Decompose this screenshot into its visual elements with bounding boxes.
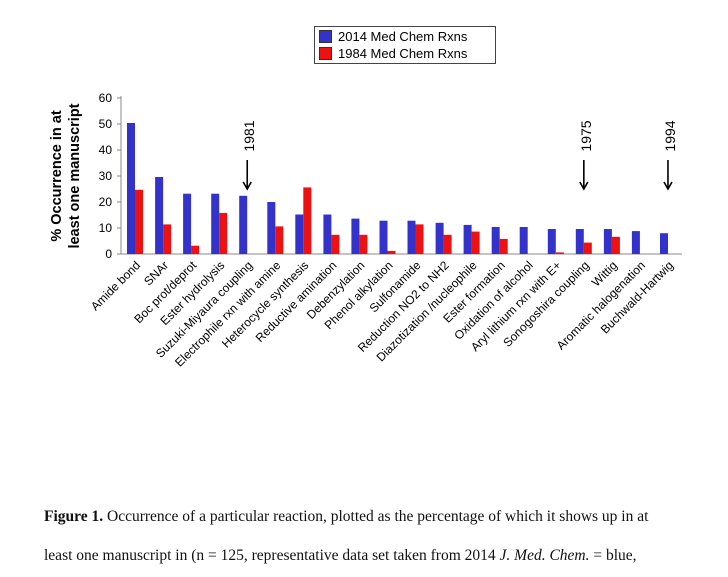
- bar-s0-19: [660, 233, 668, 254]
- bar-s0-17: [603, 229, 612, 254]
- bar-s1-10: [415, 224, 424, 254]
- chart-legend: 2014 Med Chem Rxns 1984 Med Chem Rxns: [314, 26, 496, 64]
- caption-text-1: Occurrence of a particular reaction, plo…: [107, 508, 649, 525]
- bar-s1-16: [583, 242, 592, 254]
- bar-s0-18: [631, 231, 640, 254]
- bar-s1-12: [471, 231, 480, 254]
- bar-s0-8: [351, 218, 360, 254]
- y-tick-label-6: 60: [99, 91, 113, 105]
- bar-s1-3: [219, 212, 228, 254]
- chart-bars: [127, 123, 668, 254]
- figure-label: Figure 1.: [44, 508, 104, 525]
- bar-s1-5: [275, 226, 284, 254]
- bar-s1-6: [303, 187, 312, 254]
- y-axis-label-line2: least one manuscript: [67, 103, 83, 248]
- bar-s1-2: [191, 245, 200, 254]
- y-tick-label-1: 10: [99, 221, 113, 235]
- bar-s0-6: [295, 214, 304, 254]
- bar-s0-15: [547, 229, 556, 254]
- caption-text-2a: least one manuscript in (n = 125, repres…: [44, 547, 500, 564]
- y-axis-label-line1: % Occurrence in at: [49, 110, 65, 242]
- legend-entry-1984: 1984 Med Chem Rxns: [315, 45, 495, 61]
- figure-caption-line1: Figure 1. Occurrence of a particular rea…: [44, 508, 714, 527]
- y-tick-label-0: 0: [105, 247, 112, 261]
- bar-s0-4: [239, 195, 248, 254]
- legend-label-2014: 2014 Med Chem Rxns: [338, 28, 468, 44]
- bar-s0-1: [155, 177, 164, 254]
- annotation-arrow-head-1: [579, 181, 589, 191]
- bar-s0-13: [491, 227, 500, 254]
- chart-annotations: 1981 1975 1994: [241, 120, 678, 191]
- figure-caption-line2: least one manuscript in (n = 125, repres…: [44, 547, 637, 565]
- bar-s0-9: [379, 220, 388, 254]
- bar-s1-15: [555, 252, 564, 254]
- annotation-label-1: 1975: [578, 120, 594, 151]
- bar-s1-13: [499, 238, 508, 254]
- bar-s0-3: [211, 193, 220, 254]
- legend-swatch-2014: [319, 29, 332, 43]
- annotation-label-2: 1994: [662, 120, 678, 151]
- annotation-arrow-head-2: [663, 181, 673, 191]
- bar-s1-11: [443, 234, 452, 254]
- bar-s0-12: [463, 224, 472, 254]
- caption-journal: J. Med. Chem.: [499, 547, 590, 564]
- bar-s0-7: [323, 214, 332, 254]
- annotation-arrow-head-0: [242, 181, 252, 191]
- bar-s0-0: [127, 123, 135, 254]
- annotation-label-0: 1981: [241, 120, 257, 151]
- bar-s0-14: [519, 227, 528, 254]
- bar-s1-7: [331, 234, 340, 254]
- y-axis-label: % Occurrence in at least one manuscript: [49, 103, 83, 248]
- y-tick-label-2: 20: [99, 195, 113, 209]
- bar-s1-8: [359, 234, 368, 254]
- bar-s1-17: [611, 236, 620, 254]
- caption-text-2b: = blue,: [589, 547, 637, 564]
- y-tick-label-3: 30: [99, 169, 113, 183]
- y-tick-label-5: 50: [99, 117, 113, 131]
- y-tick-label-4: 40: [99, 143, 113, 157]
- bar-s0-16: [575, 229, 584, 254]
- x-tick-label-0: Amide bond: [88, 258, 143, 313]
- legend-swatch-1984: [319, 46, 332, 60]
- bar-s1-9: [387, 250, 396, 254]
- bar-s1-0: [135, 189, 143, 254]
- bar-s0-5: [267, 202, 276, 254]
- bar-s0-11: [435, 222, 444, 254]
- bar-s0-2: [183, 193, 192, 254]
- bar-s1-1: [163, 224, 172, 254]
- bar-s0-10: [407, 220, 416, 254]
- legend-label-1984: 1984 Med Chem Rxns: [338, 45, 468, 61]
- legend-entry-2014: 2014 Med Chem Rxns: [315, 28, 495, 44]
